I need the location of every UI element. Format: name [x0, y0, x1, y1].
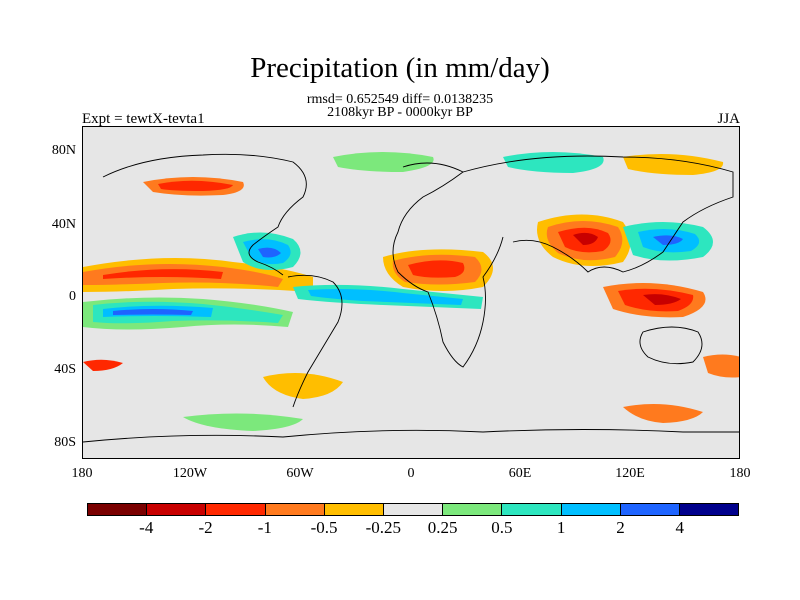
colorbar-box — [324, 504, 384, 515]
colorbar-label: 0.25 — [427, 518, 458, 537]
x-label-120e: 120E — [615, 466, 645, 481]
y-label-40s: 40S — [54, 362, 76, 377]
colorbar-box — [206, 504, 266, 515]
colorbar-label: -0.5 — [310, 518, 338, 537]
colorbar-box — [679, 504, 739, 515]
y-label-40n: 40N — [51, 217, 76, 232]
colorbar-label: 0.5 — [491, 518, 513, 537]
colorbar-label: 2 — [616, 518, 625, 537]
season-label: JJA — [717, 111, 740, 127]
colorbar-box — [265, 504, 325, 515]
coastlines — [83, 153, 739, 443]
experiment-label: Expt = tewtX-tevta1 — [82, 111, 205, 127]
colorbar-box — [147, 504, 207, 515]
colorbar-box — [88, 504, 148, 515]
x-label-0: 0 — [407, 466, 415, 481]
x-label-120w: 120W — [172, 466, 208, 481]
anomaly-fields — [83, 152, 739, 431]
colorbar-label: -4 — [139, 518, 154, 537]
colorbar-label: 1 — [556, 518, 566, 537]
y-label-0: 0 — [69, 289, 76, 304]
x-label-180e: 180 — [729, 466, 751, 481]
colorbar-box — [502, 504, 562, 515]
colorbar — [87, 503, 739, 516]
y-label-80s: 80S — [54, 435, 76, 450]
map-canvas — [83, 152, 739, 443]
colorbar-box — [561, 504, 621, 515]
colorbar-box — [383, 504, 444, 515]
y-label-80n: 80N — [51, 143, 76, 158]
colorbar-box — [443, 504, 503, 515]
precipitation-map — [82, 126, 740, 459]
x-label-60w: 60W — [286, 466, 314, 481]
colorbar-box — [620, 504, 680, 515]
stats-line: rmsd= 0.652549 diff= 0.0138235 — [306, 92, 494, 107]
colorbar-label: 4 — [675, 518, 684, 537]
x-label-180w: 180 — [71, 466, 93, 481]
colorbar-label: -1 — [257, 518, 272, 537]
colorbar-label: -0.25 — [365, 518, 402, 537]
x-label-60e: 60E — [508, 466, 532, 481]
chart-title: Precipitation (in mm/day) — [250, 52, 550, 84]
period-line: 2108kyr BP - 0000kyr BP — [327, 105, 473, 120]
colorbar-label: -2 — [198, 518, 213, 537]
